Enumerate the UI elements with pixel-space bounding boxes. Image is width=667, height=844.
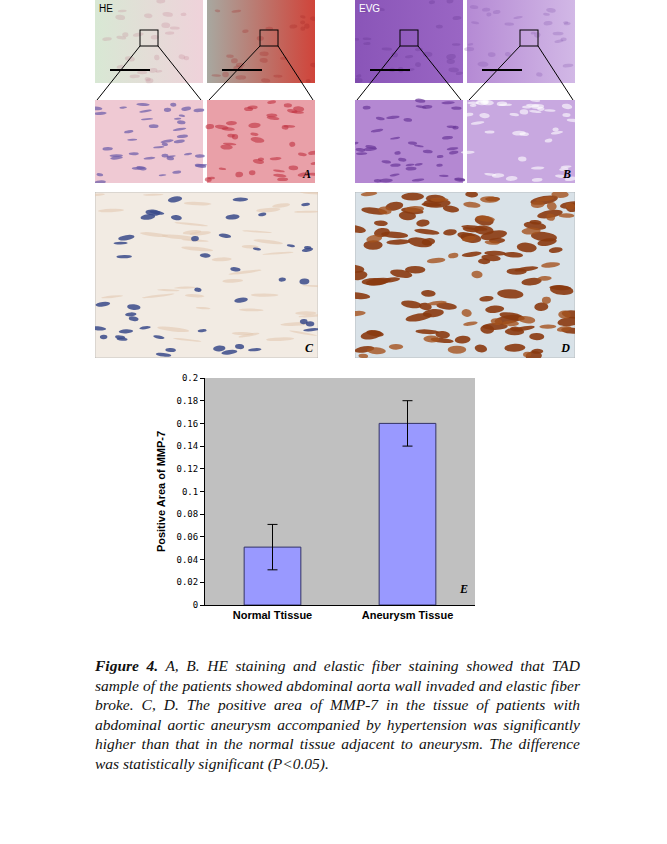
svg-text:0.02: 0.02 bbox=[177, 577, 199, 587]
html-text:Figure 4. A, B. HE staining an: Figure 4. A, B. HE staining and elastic … bbox=[95, 657, 580, 772]
svg-text:EVG: EVG bbox=[359, 3, 380, 14]
svg-text:0: 0 bbox=[193, 600, 198, 610]
svg-text:HE: HE bbox=[99, 3, 113, 14]
svg-text:B: B bbox=[562, 167, 571, 181]
svg-text:E: E bbox=[459, 582, 468, 596]
svg-text:Normal Ttissue: Normal Ttissue bbox=[233, 609, 312, 621]
svg-text:A: A bbox=[302, 167, 311, 181]
svg-text:0.04: 0.04 bbox=[177, 555, 199, 565]
svg-text:Positive Area of MMP-7: Positive Area of MMP-7 bbox=[155, 431, 167, 552]
svg-text:0.2: 0.2 bbox=[182, 373, 198, 383]
svg-text:0.18: 0.18 bbox=[177, 396, 199, 406]
svg-text:D: D bbox=[560, 341, 570, 355]
svg-text:0.16: 0.16 bbox=[177, 419, 199, 429]
svg-text:0.06: 0.06 bbox=[177, 532, 199, 542]
svg-text:Aneurysm Tissue: Aneurysm Tissue bbox=[362, 609, 454, 621]
svg-text:0.12: 0.12 bbox=[177, 464, 199, 474]
svg-text:0.14: 0.14 bbox=[177, 441, 199, 451]
svg-text:C: C bbox=[305, 341, 314, 355]
svg-text:0.1: 0.1 bbox=[182, 487, 198, 497]
svg-text:0.08: 0.08 bbox=[177, 509, 199, 519]
